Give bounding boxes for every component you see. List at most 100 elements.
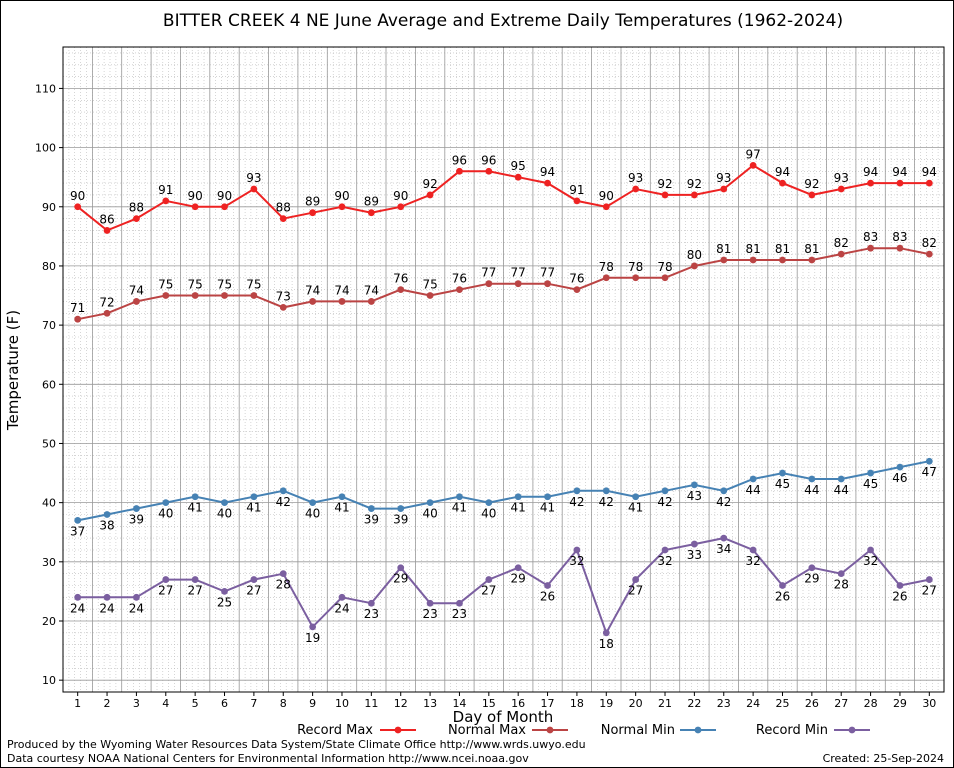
normal-max-point [808, 256, 816, 264]
record-min-point [808, 564, 816, 572]
record-max-point [837, 185, 845, 193]
y-tick-label: 10 [42, 674, 56, 687]
record-max-data-label: 94 [863, 165, 878, 179]
y-tick-label: 80 [42, 260, 56, 273]
record-min-data-label: 19 [305, 631, 320, 645]
normal-max-point [74, 315, 82, 323]
x-tick-label: 13 [423, 697, 437, 710]
record-min-data-label: 27 [628, 584, 643, 598]
normal-min-point [720, 487, 728, 495]
record-max-point [74, 203, 82, 211]
normal-max-data-label: 75 [217, 278, 232, 292]
record-min-point [279, 570, 287, 578]
normal-max-point [720, 256, 728, 264]
normal-max-data-label: 81 [775, 242, 790, 256]
x-tick-label: 28 [864, 697, 878, 710]
record-max-data-label: 89 [305, 195, 320, 209]
x-tick-label: 19 [599, 697, 613, 710]
record-max-line [77, 164, 930, 232]
normal-max-data-label: 74 [129, 283, 144, 297]
x-tick-label: 21 [658, 697, 672, 710]
normal-min-point [426, 499, 434, 507]
normal-max-point [456, 286, 463, 294]
legend-label-record-max: Record Max [297, 723, 373, 738]
record-max-point [133, 215, 140, 223]
normal-min-point [250, 493, 258, 501]
x-tick-label: 25 [775, 697, 789, 710]
record-max-point [573, 197, 581, 205]
normal-min-data-label: 45 [863, 477, 878, 491]
record-min-point [191, 576, 199, 583]
record-min-point [867, 546, 874, 554]
record-max-point [397, 203, 405, 211]
record-min-data-label: 27 [922, 584, 937, 598]
record-max-data-label: 90 [70, 189, 85, 203]
normal-max-point [191, 292, 199, 299]
record-max-data-label: 93 [716, 171, 731, 185]
record-min-point [456, 599, 463, 607]
normal-min-point [74, 516, 82, 524]
record-min-point [749, 546, 757, 554]
record-min-data-label: 18 [599, 637, 614, 651]
record-min-point [426, 599, 434, 607]
normal-max-data-label: 78 [628, 260, 643, 274]
plot-area-border [62, 46, 945, 693]
y-tick-label: 60 [42, 378, 56, 391]
grid-lines [62, 47, 945, 693]
y-tick-label: 90 [42, 201, 56, 214]
record-max-data-label: 92 [687, 177, 702, 191]
normal-max-data-label: 75 [422, 278, 437, 292]
record-max-data-label: 90 [599, 189, 614, 203]
x-tick-label: 20 [629, 697, 643, 710]
record-min-point [896, 582, 904, 589]
legend-label-record-min: Record Min [756, 723, 828, 738]
record-max-data-label: 91 [569, 183, 584, 197]
normal-min-data-label: 46 [892, 471, 907, 485]
record-max-data-label: 95 [511, 159, 526, 173]
x-tick-label: 16 [511, 697, 525, 710]
record-min-point [632, 576, 640, 583]
normal-max-data-label: 75 [246, 278, 261, 292]
legend-marker-record-min [848, 726, 856, 734]
record-max-point [103, 227, 111, 234]
x-tick-label: 8 [280, 697, 287, 710]
record-min-point [925, 576, 933, 583]
normal-max-data-label: 81 [745, 242, 760, 256]
record-max-point [514, 173, 522, 181]
record-max-data-label: 88 [276, 201, 291, 215]
record-max-data-label: 97 [745, 147, 760, 161]
record-min-point [74, 593, 82, 601]
normal-min-point [690, 481, 698, 489]
normal-max-point [573, 286, 581, 294]
record-min-point [338, 593, 346, 601]
normal-max-data-label: 83 [892, 230, 907, 244]
x-tick-label: 6 [221, 697, 228, 710]
normal-min-data-label: 41 [540, 501, 555, 515]
normal-min-point [397, 505, 405, 512]
legend-marker-normal-min [694, 726, 702, 734]
normal-max-point [485, 280, 493, 288]
normal-min-point [867, 469, 874, 477]
x-tick-label: 9 [309, 697, 316, 710]
x-tick-label: 29 [893, 697, 907, 710]
normal-max-point [103, 309, 111, 317]
normal-min-data-label: 41 [334, 501, 349, 515]
normal-min-data-label: 44 [804, 483, 819, 497]
x-tick-label: 7 [250, 697, 257, 710]
record-max-data-label: 94 [892, 165, 907, 179]
normal-max-point [661, 274, 669, 282]
record-min-data-label: 23 [452, 607, 467, 621]
record-min-point [661, 546, 669, 554]
normal-min-data-label: 40 [481, 507, 496, 521]
normal-max-data-label: 76 [393, 272, 408, 286]
normal-max-data-label: 73 [276, 289, 291, 303]
record-min-point [602, 629, 610, 637]
record-max-data-label: 94 [775, 165, 790, 179]
normal-max-data-label: 81 [804, 242, 819, 256]
record-min-point [221, 588, 228, 595]
normal-min-data-label: 40 [305, 507, 320, 521]
y-tick-label: 30 [42, 556, 56, 569]
normal-min-data-label: 41 [246, 501, 261, 515]
